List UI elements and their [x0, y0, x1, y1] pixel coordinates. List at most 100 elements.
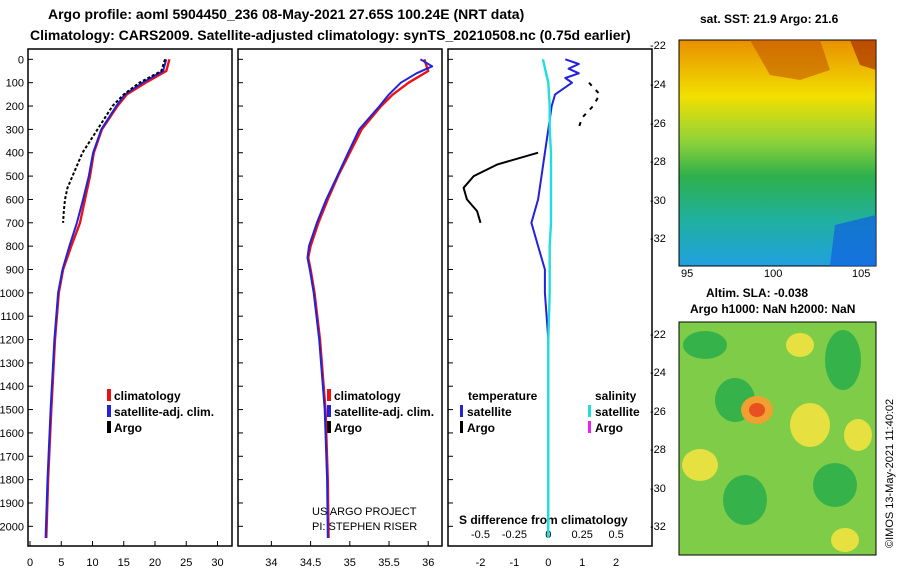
sla-high-5: [682, 449, 718, 481]
temp-x-tick-6: 30: [211, 557, 223, 569]
depth-tick-label-18: 1800: [0, 475, 24, 487]
depth-tick-label-4: 400: [6, 148, 24, 160]
diff-x-tick-top-0: -2: [476, 557, 486, 569]
diff-legend-temp-satellite-swatch: [460, 405, 463, 417]
depth-tick-label-8: 800: [6, 241, 24, 253]
depth-tick-label-11: 1100: [0, 311, 24, 323]
sal-satellite-line: [306, 58, 434, 539]
project-credit: US ARGO PROJECT: [312, 506, 417, 518]
sst-lon-tick-0: 95: [681, 268, 693, 280]
diff-xlabel: S difference from climatology: [459, 513, 628, 527]
depth-tick-label-20: 2000: [0, 521, 24, 533]
depth-tick-label-14: 1400: [0, 381, 24, 393]
diff-legend-sal-argo-swatch: [588, 421, 591, 433]
sal-x-tick-4: 36: [422, 557, 434, 569]
legend-satellite-swatch: [107, 405, 111, 417]
diff-x-tick-bottom-0: -0.5: [471, 529, 490, 541]
sal-x-tick-3: 35.5: [378, 557, 399, 569]
sla-low-5: [813, 463, 857, 507]
depth-tick-label-13: 1300: [0, 358, 24, 370]
sal-x-tick-0: 34: [265, 557, 277, 569]
temp-x-tick-1: 5: [58, 557, 64, 569]
depth-tick-label-10: 1000: [0, 288, 24, 300]
depth-tick-label-12: 1200: [0, 335, 24, 347]
temp-satellite-line: [44, 59, 168, 539]
diff-legend-temp-argo-label: Argo: [467, 421, 495, 435]
alt-lat-tick-2: -26: [650, 406, 666, 418]
sal-legend-climatology-swatch: [327, 389, 331, 401]
depth-tick-label-2: 200: [6, 101, 24, 113]
depth-tick-label-3: 300: [6, 124, 24, 136]
temperature-plot-frame: [27, 48, 233, 547]
diff-x-tick-bottom-4: 0.5: [608, 529, 623, 541]
depth-tick-label-0: 0: [18, 54, 24, 66]
altimetry-map-title: Altim. SLA: -0.038: [706, 286, 809, 300]
diff-legend-sal-satellite-label: satellite: [595, 405, 640, 419]
altimetry-map-subtitle: Argo h1000: NaN h2000: NaN: [690, 302, 856, 316]
diff-temp-argo-line: [462, 151, 539, 224]
diff-sal-satellite-line: [541, 59, 553, 538]
pi-credit: PI: STEPHEN RISER: [312, 521, 417, 533]
sst-lon-tick-1: 100: [764, 268, 782, 280]
sst-lon-tick-2: 105: [852, 268, 870, 280]
diff-x-tick-top-1: -1: [510, 557, 520, 569]
diff-x-tick-bottom-1: -0.25: [502, 529, 527, 541]
diff-legend-sal-argo-label: Argo: [595, 421, 623, 435]
sst-lat-tick-0: -22: [650, 40, 666, 52]
temp-x-tick-5: 25: [180, 557, 192, 569]
sal-legend-argo-swatch: [327, 421, 331, 433]
depth-tick-label-1: 100: [6, 78, 24, 90]
alt-lat-tick-0: -22: [650, 329, 666, 341]
legend-argo-label: Argo: [114, 421, 142, 435]
legend-argo-swatch: [107, 421, 111, 433]
sla-low-1: [683, 331, 727, 359]
sst-lat-tick-5: -32: [650, 233, 666, 245]
sst-lat-tick-2: -26: [650, 118, 666, 130]
sla-high-4: [844, 419, 872, 451]
alt-lat-tick-5: -32: [650, 521, 666, 533]
sst-lat-tick-4: -30: [650, 195, 666, 207]
sla-low-3: [825, 330, 861, 390]
sla-high-6: [831, 528, 859, 552]
depth-tick-label-16: 1600: [0, 428, 24, 440]
diff-x-tick-top-2: 0: [545, 557, 551, 569]
temp-x-tick-2: 10: [86, 557, 98, 569]
temp-climatology-line: [45, 58, 171, 539]
depth-tick-label-15: 1500: [0, 405, 24, 417]
alt-lat-tick-4: -30: [650, 483, 666, 495]
temp-argo-line: [62, 58, 166, 223]
alt-lat-tick-3: -28: [650, 444, 666, 456]
depth-tick-label-19: 1900: [0, 498, 24, 510]
diff-legend-temp-satellite-label: satellite: [467, 405, 512, 419]
sal-legend-satellite-label: satellite-adj. clim.: [334, 405, 434, 419]
sst-map-title: sat. SST: 21.9 Argo: 21.6: [700, 12, 839, 26]
depth-tick-label-17: 1700: [0, 451, 24, 463]
sst-lat-tick-3: -28: [650, 156, 666, 168]
diff-temp-satellite-line: [530, 58, 580, 538]
alt-lat-tick-1: -24: [650, 367, 666, 379]
diff-sal-argo-line: [577, 82, 601, 130]
sst-warm-patch: [750, 40, 830, 80]
temp-x-tick-0: 0: [27, 557, 33, 569]
difference-plot-frame: [447, 48, 653, 547]
salinity-plot-frame: [237, 48, 443, 547]
legend-climatology-swatch: [107, 389, 111, 401]
sla-high-1: [786, 333, 814, 357]
sla-high-3: [790, 403, 830, 447]
sla-high-2-core: [749, 403, 765, 417]
sst-hot-corner: [850, 40, 876, 70]
sla-low-4: [723, 475, 767, 525]
diff-legend-temperature-title: temperature: [468, 389, 538, 403]
depth-tick-label-5: 500: [6, 171, 24, 183]
sal-legend-satellite-swatch: [327, 405, 331, 417]
legend-satellite-label: satellite-adj. clim.: [114, 405, 214, 419]
legend-climatology-label: climatology: [114, 389, 181, 403]
depth-tick-label-9: 900: [6, 264, 24, 276]
temp-x-tick-4: 20: [149, 557, 161, 569]
chart-title-line2: Climatology: CARS2009. Satellite-adjuste…: [30, 27, 631, 43]
diff-legend-sal-satellite-swatch: [588, 405, 591, 417]
diff-x-tick-top-4: 2: [613, 557, 619, 569]
sst-lat-tick-1: -24: [650, 79, 666, 91]
sal-x-tick-2: 35: [344, 557, 356, 569]
